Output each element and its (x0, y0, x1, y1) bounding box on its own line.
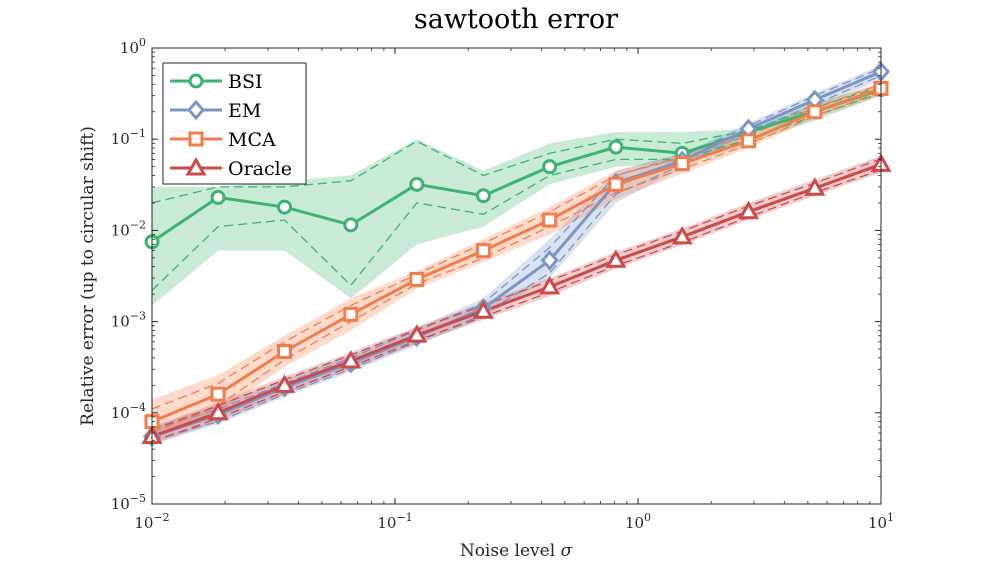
oracle-marker (406, 324, 428, 343)
bsi-upper-dashed-line (151, 85, 882, 204)
legend-marker-bsi (188, 73, 204, 89)
x-axis-label: Noise level σ (460, 541, 573, 561)
y-axis-label: Relative error (up to circular shift) (78, 126, 98, 426)
bsi-marker (475, 188, 491, 204)
y-tick-label: 10−4 (111, 401, 146, 422)
legend-label-oracle: Oracle (228, 158, 292, 180)
em-upper-dashed-line (151, 67, 882, 431)
oracle-marker (605, 249, 627, 268)
bsi-marker (210, 189, 226, 205)
legend-label-mca: MCA (228, 129, 276, 151)
oracle-marker (671, 225, 693, 245)
mca-line (151, 87, 882, 423)
y-tick-label: 100 (120, 36, 146, 57)
legend-label-bsi: BSI (228, 71, 262, 93)
oracle-marker (273, 374, 296, 393)
oracle-lower-dashed-line (151, 169, 882, 443)
y-tick-label: 10−1 (111, 127, 146, 148)
y-tick-label: 10−2 (111, 218, 146, 239)
mca-marker (475, 243, 491, 259)
legend-marker-mca (188, 131, 204, 147)
bsi-marker (277, 199, 293, 215)
mca-marker (343, 306, 359, 322)
oracle-marker (804, 177, 826, 196)
oracle-marker (340, 349, 362, 369)
y-tick-label: 10−5 (111, 492, 146, 513)
bsi-marker (409, 176, 425, 192)
mca-marker (210, 386, 226, 402)
oracle-marker (737, 200, 760, 220)
oracle-marker (472, 300, 494, 319)
em-line (151, 70, 882, 438)
bsi-marker (608, 139, 624, 155)
x-tick-label: 101 (868, 511, 894, 532)
series-lines (151, 70, 882, 438)
legend-marker-oracle (185, 156, 207, 176)
legend-label-em: EM (228, 100, 261, 122)
mca-marker (807, 104, 823, 120)
oracle-marker (207, 401, 229, 421)
em-marker (540, 250, 559, 271)
em-band (152, 65, 881, 445)
y-tick-label: 10−3 (111, 310, 146, 331)
mca-marker (674, 156, 690, 172)
x-tick-label: 100 (625, 511, 651, 532)
series-markers (141, 61, 892, 447)
legend: BSI EM MCA Oracle (162, 62, 307, 185)
mca-marker (542, 212, 558, 228)
oracle-line (151, 162, 882, 438)
axis-ticks: 10−2 10−1 100 101 10−5 10−4 10−3 10−2 10−1 100 (111, 36, 894, 532)
mca-marker (608, 176, 624, 192)
legend-marker-em (187, 99, 205, 121)
plot-area-frame (151, 47, 882, 505)
bsi-marker (343, 217, 359, 233)
oracle-upper-dashed-line (151, 158, 882, 431)
x-tick-label: 10−2 (134, 511, 169, 532)
chart-title: sawtooth error (414, 4, 618, 35)
legend-box (162, 62, 307, 185)
mca-marker (409, 271, 425, 287)
mca-marker (741, 133, 757, 149)
mca-upper-dashed-line (151, 83, 882, 410)
bsi-marker (542, 159, 558, 175)
oracle-marker (539, 275, 561, 295)
mca-marker (277, 344, 293, 360)
x-tick-label: 10−1 (377, 511, 412, 532)
mca-lower-dashed-line (151, 91, 882, 434)
bsi-line (151, 88, 882, 244)
